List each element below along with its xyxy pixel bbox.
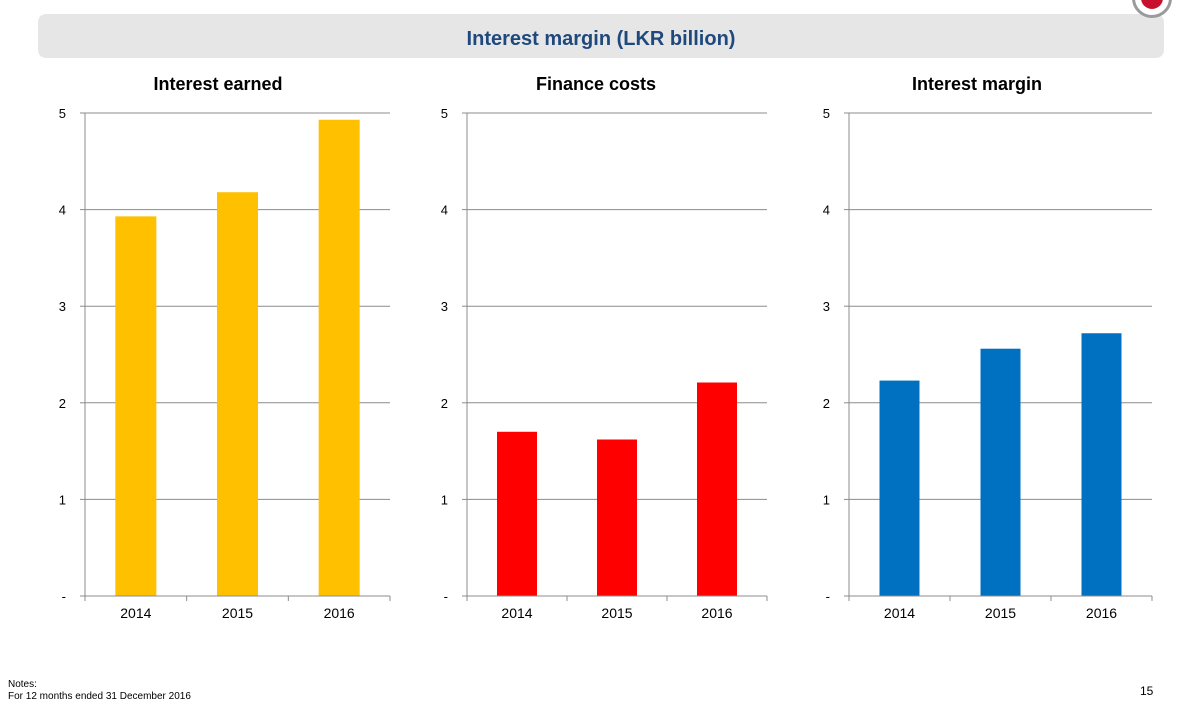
page-title: Interest margin (LKR billion) [466,28,736,50]
y-tick-label: 1 [441,492,448,507]
chart-title: Finance costs [536,74,656,94]
y-tick-label: 3 [441,299,448,314]
bar [980,348,1021,596]
x-tick-label: 2015 [222,605,253,621]
y-tick-label: 4 [823,203,830,218]
x-tick-label: 2016 [1086,605,1117,621]
bar [115,216,157,596]
y-tick-label: 4 [441,203,448,218]
bar [497,431,537,596]
x-tick-label: 2016 [701,605,732,621]
y-tick-label: 3 [59,299,66,314]
y-tick-label: 3 [823,299,830,314]
bar [879,380,920,596]
x-tick-label: 2014 [501,605,532,621]
title-bar: Interest margin (LKR billion) [38,14,1164,58]
y-tick-label: 2 [441,396,448,411]
y-tick-label: 1 [59,492,66,507]
notes-heading: Notes: [8,679,37,690]
x-tick-label: 2015 [985,605,1016,621]
x-tick-label: 2014 [120,605,151,621]
y-tick-label: 5 [823,106,830,121]
notes: Notes: For 12 months ended 31 December 2… [8,679,191,703]
y-tick-label: 5 [59,106,66,121]
y-tick-label: 5 [441,106,448,121]
bar [1081,333,1122,596]
y-tick-label: 2 [59,396,66,411]
bar [697,382,737,596]
chart-title: Interest margin [912,74,1042,94]
y-tick-label: 4 [59,203,66,218]
page-number: 15 [1140,684,1154,698]
bar [217,192,258,596]
y-tick-label: - [62,589,66,604]
y-tick-label: 1 [823,492,830,507]
x-tick-label: 2014 [884,605,915,621]
y-tick-label: - [444,589,448,604]
y-tick-label: - [826,589,830,604]
x-tick-label: 2015 [601,605,632,621]
x-tick-label: 2016 [324,605,355,621]
bar [597,439,637,596]
notes-text: For 12 months ended 31 December 2016 [8,691,191,702]
chart-title: Interest earned [153,74,282,94]
bar [318,119,360,597]
y-tick-label: 2 [823,396,830,411]
